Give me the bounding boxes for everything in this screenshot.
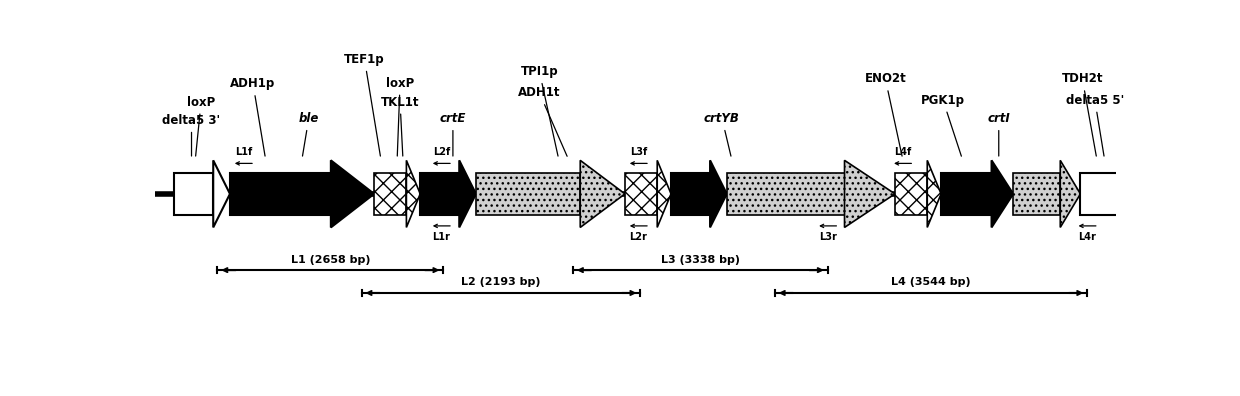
Bar bbox=[374, 173, 407, 215]
Text: crtI: crtI bbox=[987, 112, 1011, 156]
Polygon shape bbox=[711, 160, 727, 227]
Bar bbox=[1013, 173, 1060, 215]
Text: ADH1p: ADH1p bbox=[231, 77, 275, 156]
Polygon shape bbox=[407, 160, 420, 227]
Text: L2f: L2f bbox=[433, 147, 450, 157]
Text: TDH2t: TDH2t bbox=[1061, 72, 1104, 156]
Text: loxP: loxP bbox=[386, 76, 414, 156]
Bar bbox=[229, 173, 331, 215]
Text: PGK1p: PGK1p bbox=[921, 94, 965, 156]
Text: L2 (2193 bp): L2 (2193 bp) bbox=[461, 278, 541, 287]
Text: TKL1t: TKL1t bbox=[381, 95, 419, 156]
Text: crtYB: crtYB bbox=[704, 112, 740, 156]
Polygon shape bbox=[928, 160, 941, 227]
Text: crtE: crtE bbox=[440, 112, 466, 156]
Text: ble: ble bbox=[299, 112, 319, 156]
Text: L1f: L1f bbox=[234, 147, 252, 157]
Bar bbox=[895, 173, 928, 215]
Polygon shape bbox=[213, 160, 229, 227]
Text: L3 (3338 bp): L3 (3338 bp) bbox=[661, 255, 740, 265]
Polygon shape bbox=[459, 160, 476, 227]
Text: loxP: loxP bbox=[187, 95, 216, 156]
Polygon shape bbox=[331, 160, 374, 227]
Polygon shape bbox=[580, 160, 625, 227]
Text: L1 (2658 bp): L1 (2658 bp) bbox=[290, 255, 370, 265]
Text: delta5 5': delta5 5' bbox=[1065, 94, 1123, 156]
Text: TPI1p: TPI1p bbox=[521, 65, 558, 156]
Text: L3r: L3r bbox=[818, 232, 837, 242]
Text: L4 (3544 bp): L4 (3544 bp) bbox=[892, 278, 971, 287]
Polygon shape bbox=[657, 160, 671, 227]
Text: L4f: L4f bbox=[894, 147, 911, 157]
Bar bbox=[625, 173, 657, 215]
Polygon shape bbox=[1060, 160, 1080, 227]
Text: L2r: L2r bbox=[630, 232, 647, 242]
Bar bbox=[174, 173, 213, 215]
Bar bbox=[941, 173, 992, 215]
Bar bbox=[1080, 173, 1120, 215]
Bar bbox=[671, 173, 711, 215]
Text: ADH1t: ADH1t bbox=[518, 86, 567, 156]
Text: TEF1p: TEF1p bbox=[345, 53, 384, 156]
Polygon shape bbox=[844, 160, 895, 227]
Polygon shape bbox=[1120, 160, 1136, 227]
Polygon shape bbox=[992, 160, 1013, 227]
Text: L3f: L3f bbox=[630, 147, 647, 157]
Text: delta5 3': delta5 3' bbox=[162, 114, 221, 156]
Bar bbox=[727, 173, 844, 215]
Bar bbox=[476, 173, 580, 215]
Text: L1r: L1r bbox=[433, 232, 450, 242]
Bar bbox=[420, 173, 459, 215]
Text: L4r: L4r bbox=[1079, 232, 1096, 242]
Text: ENO2t: ENO2t bbox=[864, 72, 906, 156]
